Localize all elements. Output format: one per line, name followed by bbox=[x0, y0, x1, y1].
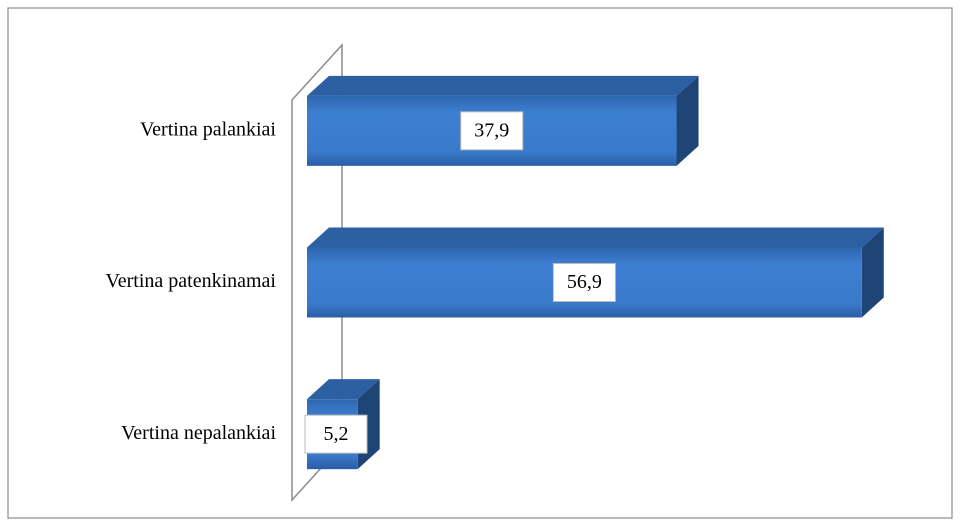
bar-side bbox=[676, 75, 699, 166]
bar-top bbox=[307, 75, 699, 96]
value-label: 37,9 bbox=[474, 119, 509, 141]
category-label: Vertina nepalankiai bbox=[121, 422, 276, 444]
value-label: 56,9 bbox=[567, 271, 602, 293]
value-label-box bbox=[304, 414, 368, 454]
category-label: Vertina palankiai bbox=[140, 118, 276, 140]
bar-side bbox=[861, 227, 884, 318]
value-label-box bbox=[460, 111, 524, 151]
bar-top bbox=[307, 227, 884, 248]
value-label-box bbox=[552, 263, 616, 302]
value-label: 5,2 bbox=[324, 423, 349, 445]
bar-top bbox=[307, 379, 380, 400]
bar bbox=[307, 227, 884, 318]
category-label: Vertina patenkinamai bbox=[106, 270, 277, 292]
